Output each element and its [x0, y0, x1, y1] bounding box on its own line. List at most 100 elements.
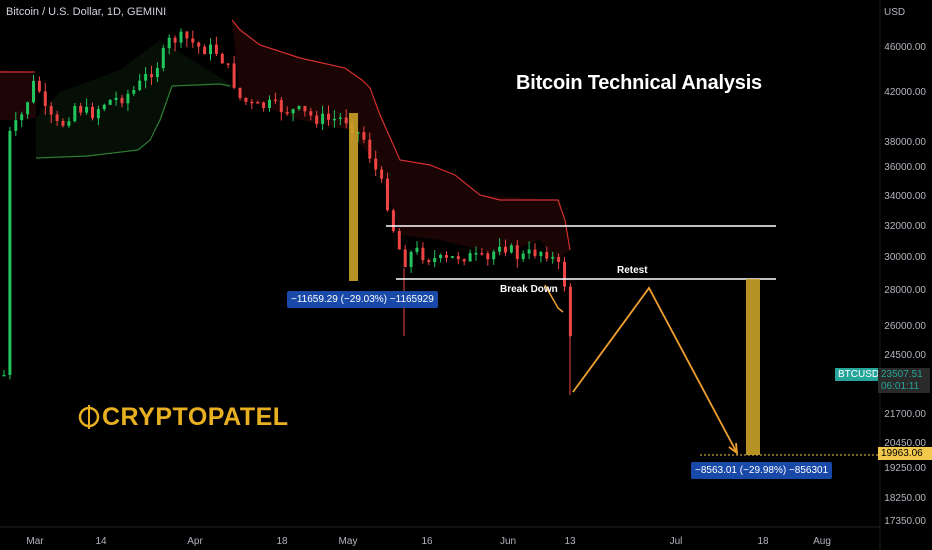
candle-body [285, 112, 289, 114]
measure-label-1: −11659.29 (−29.03%) −1165929 [287, 291, 438, 308]
candle-body [268, 99, 271, 109]
candle-body [504, 246, 507, 253]
candle-body [462, 259, 466, 262]
price-tick-label: 26000.00 [884, 321, 926, 332]
price-tick-label: 24500.00 [884, 350, 926, 361]
chart-title: Bitcoin Technical Analysis [516, 72, 762, 94]
candle-body [468, 253, 472, 262]
candle-body [55, 114, 59, 121]
candle-body [297, 106, 301, 110]
measure-label-2: −8563.01 (−29.98%) −856301 [691, 462, 833, 479]
candle-body [492, 251, 496, 260]
candle-body [138, 80, 142, 90]
candle-body [91, 106, 94, 119]
candle-body [43, 91, 47, 107]
candle-body [120, 97, 124, 104]
candle-body [539, 252, 543, 257]
candle-body [85, 106, 89, 113]
candle-body [527, 249, 531, 254]
time-tick-label: 14 [95, 536, 107, 547]
brand-name: CRYPTOPATEL [102, 402, 289, 431]
candle-body [185, 31, 189, 39]
candle-body [8, 130, 12, 375]
candle-body [533, 249, 537, 257]
price-tick-label: 36000.00 [884, 162, 926, 173]
supertrend-red-fill [232, 20, 570, 262]
candle-body [456, 256, 460, 260]
candle-body [303, 106, 307, 112]
candle-body [37, 80, 41, 92]
currency-label: USD [884, 7, 905, 18]
candle-body [238, 87, 242, 98]
candle-body [173, 37, 177, 43]
candle-body [427, 260, 431, 263]
candle-body [391, 210, 395, 232]
retest-label: Retest [617, 265, 648, 276]
candle-body [167, 37, 171, 49]
candle-body [332, 118, 336, 121]
last-price-tag: 23507.51 [878, 368, 930, 381]
price-tick-label: 19250.00 [884, 463, 926, 474]
price-tick-label: 34000.00 [884, 191, 926, 202]
candle-body [256, 102, 260, 104]
measure-bar-1 [349, 113, 358, 281]
candle-body [96, 109, 100, 119]
time-tick-label: 18 [276, 536, 288, 547]
symbol-header: Bitcoin / U.S. Dollar, 1D, GEMINI [6, 6, 167, 18]
supertrend-green-fill [36, 40, 232, 158]
candle-body [126, 93, 130, 104]
candle-body [32, 80, 35, 103]
candle-body [226, 63, 230, 65]
price-tick-label: 17350.00 [884, 516, 926, 527]
time-tick-label: 16 [421, 536, 433, 547]
candle-body [273, 99, 277, 102]
candle-body [362, 132, 366, 140]
candle-body [144, 74, 148, 81]
candle-body [203, 46, 207, 55]
candle-body [498, 246, 502, 252]
candle-body [486, 253, 490, 260]
candle-body [386, 178, 389, 211]
price-tick-label: 21700.00 [884, 409, 926, 420]
candle-body [368, 139, 372, 159]
candle-body [214, 44, 218, 54]
candle-body [161, 48, 165, 69]
brand-coin-icon [78, 405, 100, 429]
candle-body [250, 101, 254, 104]
candle-body [220, 53, 224, 64]
symbol-tag: BTCUSD [835, 368, 883, 381]
candle-body [179, 31, 183, 43]
candle-body [439, 255, 443, 259]
candle-body [309, 111, 313, 116]
time-tick-label: Jul [670, 536, 683, 547]
time-tick-label: May [339, 536, 358, 547]
candle-body [209, 44, 212, 55]
breakdown-label: Break Down [500, 284, 558, 295]
candle-body [450, 256, 454, 258]
candle-body [403, 249, 407, 267]
target-price-tag: 19963.06 [878, 447, 932, 460]
countdown-tag: 06:01:11 [878, 380, 930, 393]
candle-body [73, 105, 77, 122]
projection-path [572, 286, 738, 454]
candle-body [474, 253, 478, 255]
candle-body [291, 109, 295, 114]
time-tick-label: Apr [187, 536, 203, 547]
candle-body [26, 102, 30, 115]
supertrend-green-line [35, 83, 231, 159]
candle-body [67, 121, 71, 126]
supertrend-red-fill-left [0, 70, 36, 120]
candle-body [61, 120, 65, 126]
candle-body [108, 99, 112, 105]
projection-arrowhead [728, 442, 739, 455]
candle-body [515, 245, 519, 259]
candle-body [279, 99, 283, 113]
price-tick-label: 28000.00 [884, 285, 926, 296]
candle-body [14, 120, 18, 131]
price-tick-label: 38000.00 [884, 137, 926, 148]
candle-body [132, 89, 136, 94]
candle-body [321, 113, 325, 124]
candle-body [545, 252, 549, 259]
candle-body [262, 102, 266, 109]
